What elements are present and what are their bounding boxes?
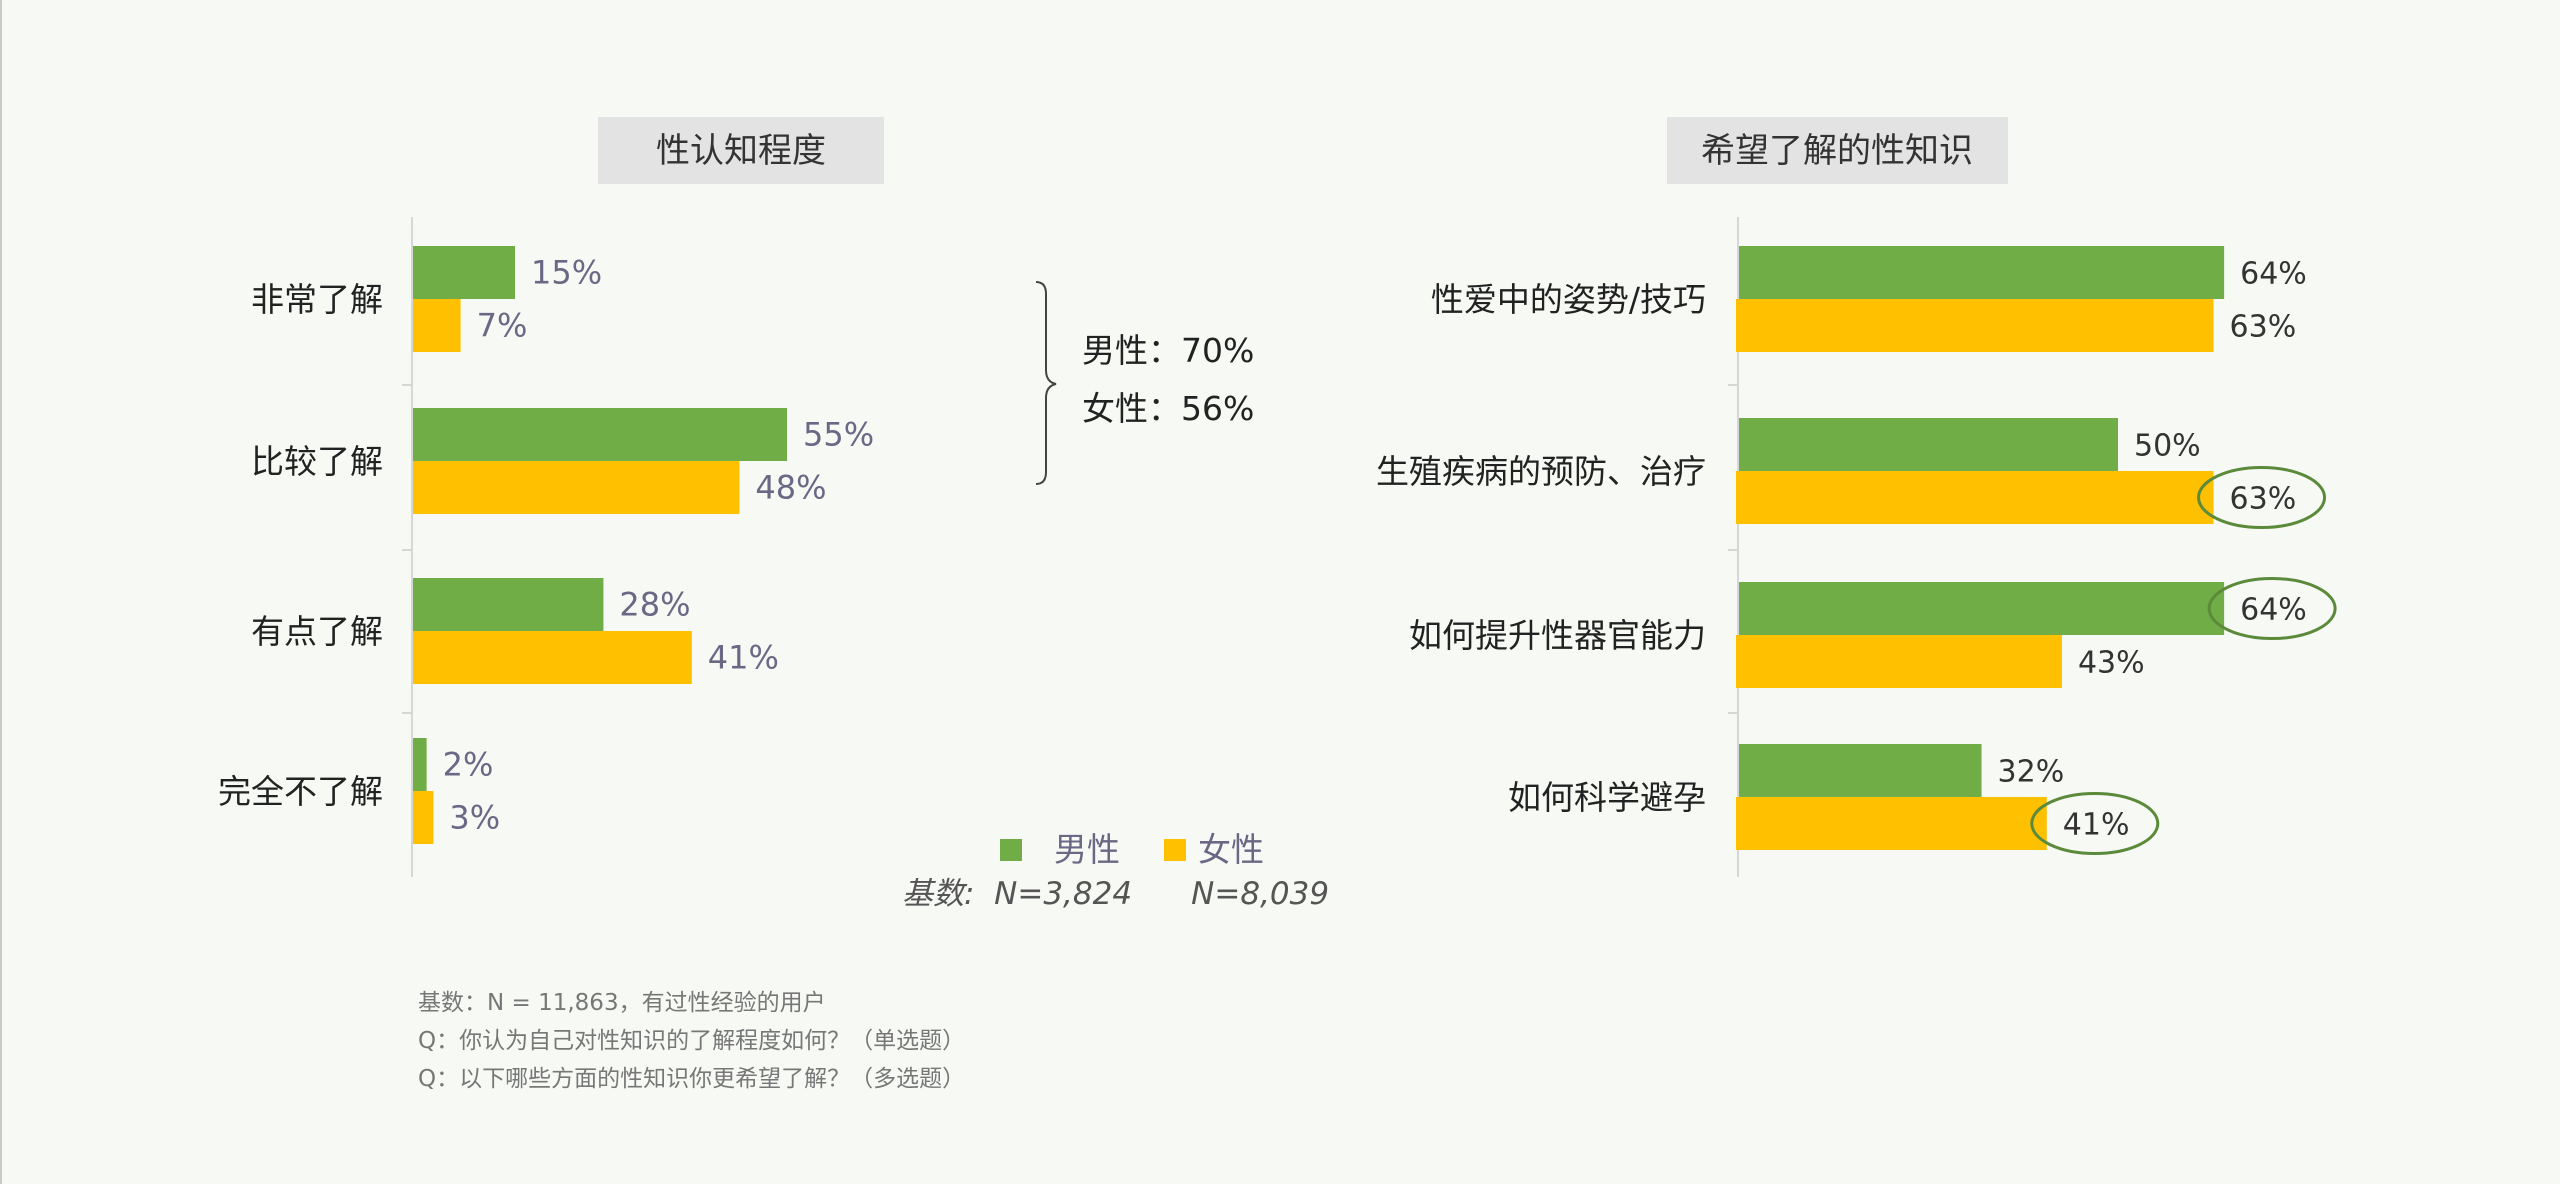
left-female-bar [413, 461, 740, 514]
right-category-label: 如何科学避孕 [1508, 778, 1706, 817]
right-category-label: 如何提升性器官能力 [1409, 616, 1706, 655]
right-female-bar [1736, 471, 2214, 524]
right-highlight-circle [2207, 577, 2337, 640]
right-female-value-label: 63% [2230, 482, 2297, 517]
legend-male-label: 男性 [1054, 830, 1120, 869]
left-female-value-label: 41% [708, 639, 779, 677]
right-male-bar [1739, 418, 2118, 471]
left-male-value-label: 28% [619, 586, 690, 624]
note-base: 基数：N = 11,863，有过性经验的用户 [418, 990, 826, 1016]
left-female-value-label: 48% [755, 469, 826, 507]
legend-base-text: 基数: N=3,824 N=8,039 [902, 876, 1329, 912]
brace-annotation: 男性：70% 女性：56% [1035, 281, 1254, 485]
note-question-1: Q：你认为自己对性知识的了解程度如何？（单选题） [418, 1028, 965, 1054]
right-female-bar [1736, 797, 2047, 850]
left-male-bar [413, 738, 427, 791]
left-category-label: 比较了解 [251, 442, 383, 481]
left-male-bar [413, 246, 515, 299]
brace-female-text: 女性：56% [1082, 389, 1254, 428]
left-category-label: 完全不了解 [218, 772, 383, 811]
right-female-bar [1736, 299, 2214, 352]
right-male-value-label: 64% [2240, 593, 2307, 628]
right-female-value-label: 41% [2063, 808, 2130, 843]
left-female-bar [413, 299, 461, 352]
right-female-value-label: 43% [2078, 646, 2145, 681]
left-chart-title: 性认知程度 [656, 131, 826, 171]
left-male-bar [413, 408, 787, 461]
left-female-value-label: 7% [477, 307, 528, 345]
left-female-bar [413, 631, 692, 684]
legend-male-swatch [1000, 839, 1022, 861]
right-chart-title-bg [1667, 117, 2008, 184]
right-chart: 希望了解的性知识 性爱中的姿势/技巧 64% 63% 生殖疾病的预防、治疗 50% 63%… [1376, 117, 2337, 877]
footnotes: 基数：N = 11,863，有过性经验的用户 Q：你认为自己对性知识的了解程度如… [418, 990, 965, 1092]
right-category-label: 性爱中的姿势/技巧 [1431, 280, 1706, 319]
right-male-bar [1739, 744, 1982, 797]
left-female-value-label: 3% [449, 799, 500, 837]
legend: 男性 女性 基数: N=3,824 N=8,039 [902, 830, 1329, 912]
right-female-value-label: 63% [2230, 310, 2297, 345]
right-highlight-circle [2030, 792, 2160, 855]
right-male-value-label: 50% [2134, 429, 2201, 464]
left-category-label: 非常了解 [251, 280, 383, 319]
note-question-2: Q：以下哪些方面的性知识你更希望了解？（多选题） [418, 1066, 965, 1092]
legend-female-swatch [1164, 839, 1186, 861]
left-male-value-label: 2% [443, 746, 494, 784]
frame-left-border [0, 0, 2, 1184]
right-male-bar [1739, 246, 2225, 299]
brace-shape [1035, 281, 1057, 485]
right-chart-title: 希望了解的性知识 [1701, 131, 1973, 171]
brace-male-text: 男性：70% [1082, 331, 1254, 370]
right-male-value-label: 64% [2240, 257, 2307, 292]
right-category-label: 生殖疾病的预防、治疗 [1376, 452, 1706, 491]
right-highlight-circle [2197, 466, 2327, 529]
left-male-bar [413, 578, 604, 631]
left-female-bar [413, 791, 434, 844]
right-male-bar [1739, 582, 2225, 635]
right-female-bar [1736, 635, 2062, 688]
right-male-value-label: 32% [1998, 755, 2065, 790]
left-category-label: 有点了解 [251, 612, 383, 651]
left-chart-title-bg [598, 117, 884, 184]
left-male-value-label: 15% [531, 254, 602, 292]
left-male-value-label: 55% [803, 416, 874, 454]
legend-female-label: 女性 [1198, 830, 1264, 869]
left-chart: 性认知程度 非常了解 15%7% 比较了解 55% 48% 有点了解 28% 41% 完全不了解… [218, 117, 884, 877]
